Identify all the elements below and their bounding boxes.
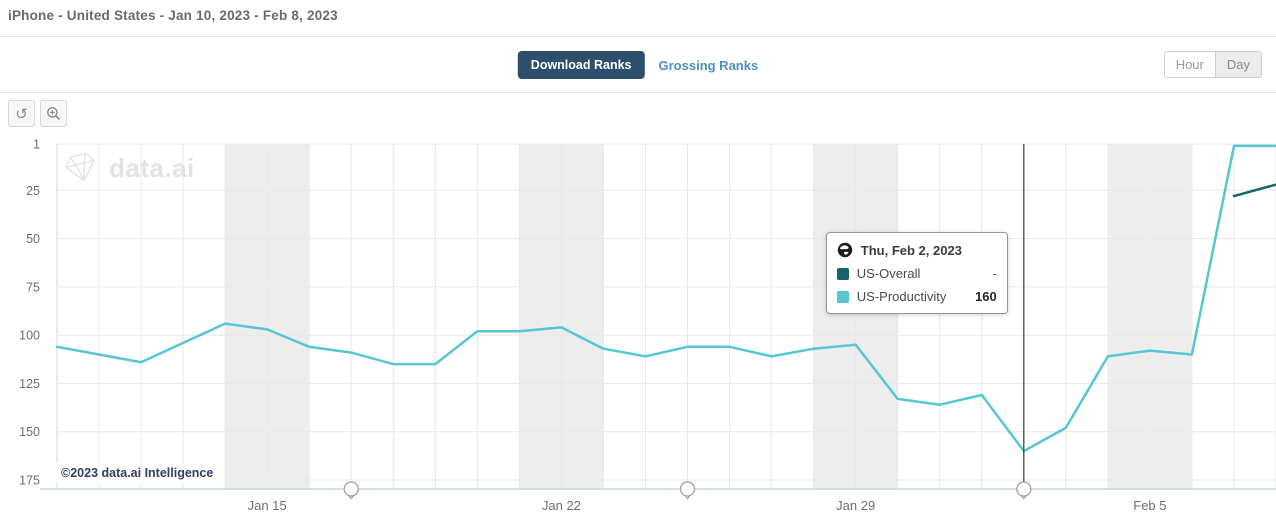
series-line-us-overall[interactable]: [1232, 183, 1276, 198]
chart-tooltip: Thu, Feb 2, 2023 US-Overall - US-Product…: [825, 232, 1008, 314]
x-axis-tick-label: Jan 29: [836, 498, 875, 513]
rank-type-tabs: Download Ranks Grossing Ranks: [517, 51, 759, 79]
y-axis-tick-label: 100: [19, 329, 40, 343]
tooltip-date: Thu, Feb 2, 2023: [860, 242, 962, 258]
copyright-label: ©2023 data.ai Intelligence: [52, 463, 223, 483]
y-axis-tick-label: 50: [26, 232, 40, 246]
y-axis-tick-label: 25: [26, 184, 40, 198]
y-axis-tick-label: 1: [33, 138, 40, 152]
hour-button[interactable]: Hour: [1163, 51, 1215, 78]
us-productivity-value: 160: [975, 289, 997, 304]
event-marker[interactable]: [343, 481, 359, 497]
event-marker[interactable]: [1016, 481, 1032, 497]
us-overall-swatch: [836, 267, 849, 280]
tabs-divider: [0, 92, 1276, 93]
chart-toolbar: ↺: [8, 100, 67, 127]
us-overall-label: US-Overall: [856, 266, 921, 281]
us-productivity-label: US-Productivity: [856, 289, 947, 304]
x-axis-tick-label: Feb 5: [1133, 498, 1166, 513]
zoom-in-button[interactable]: [40, 100, 67, 127]
tooltip-series-row: US-Overall -: [836, 266, 997, 281]
tab-grossing-ranks[interactable]: Grossing Ranks: [658, 57, 759, 73]
series-line-us-productivity[interactable]: [55, 144, 1276, 453]
tab-download-ranks[interactable]: Download Ranks: [517, 51, 645, 79]
event-marker[interactable]: [679, 481, 696, 497]
day-button[interactable]: Day: [1214, 51, 1262, 78]
header-divider: [0, 36, 1276, 37]
y-axis-tick-label: 75: [26, 280, 40, 294]
page-title: iPhone - United States - Jan 10, 2023 - …: [8, 8, 338, 23]
tooltip-series-row: US-Productivity 160: [836, 289, 997, 304]
zoom-in-icon: [47, 107, 60, 120]
us-overall-value: -: [992, 266, 997, 281]
tooltip-date-row: Thu, Feb 2, 2023: [837, 242, 997, 258]
reset-zoom-icon: ↺: [15, 105, 28, 123]
y-axis-tick-label: 175: [19, 474, 40, 488]
reset-zoom-button[interactable]: ↺: [8, 100, 35, 127]
us-productivity-swatch: [836, 290, 849, 303]
x-axis-tick-label: Jan 15: [248, 498, 287, 513]
y-axis-tick-label: 125: [19, 377, 40, 391]
y-axis-tick-label: 150: [19, 425, 40, 439]
globe-icon: [837, 242, 852, 258]
x-axis-tick-label: Jan 22: [542, 498, 581, 513]
granularity-toggle: Hour Day: [1163, 51, 1262, 78]
